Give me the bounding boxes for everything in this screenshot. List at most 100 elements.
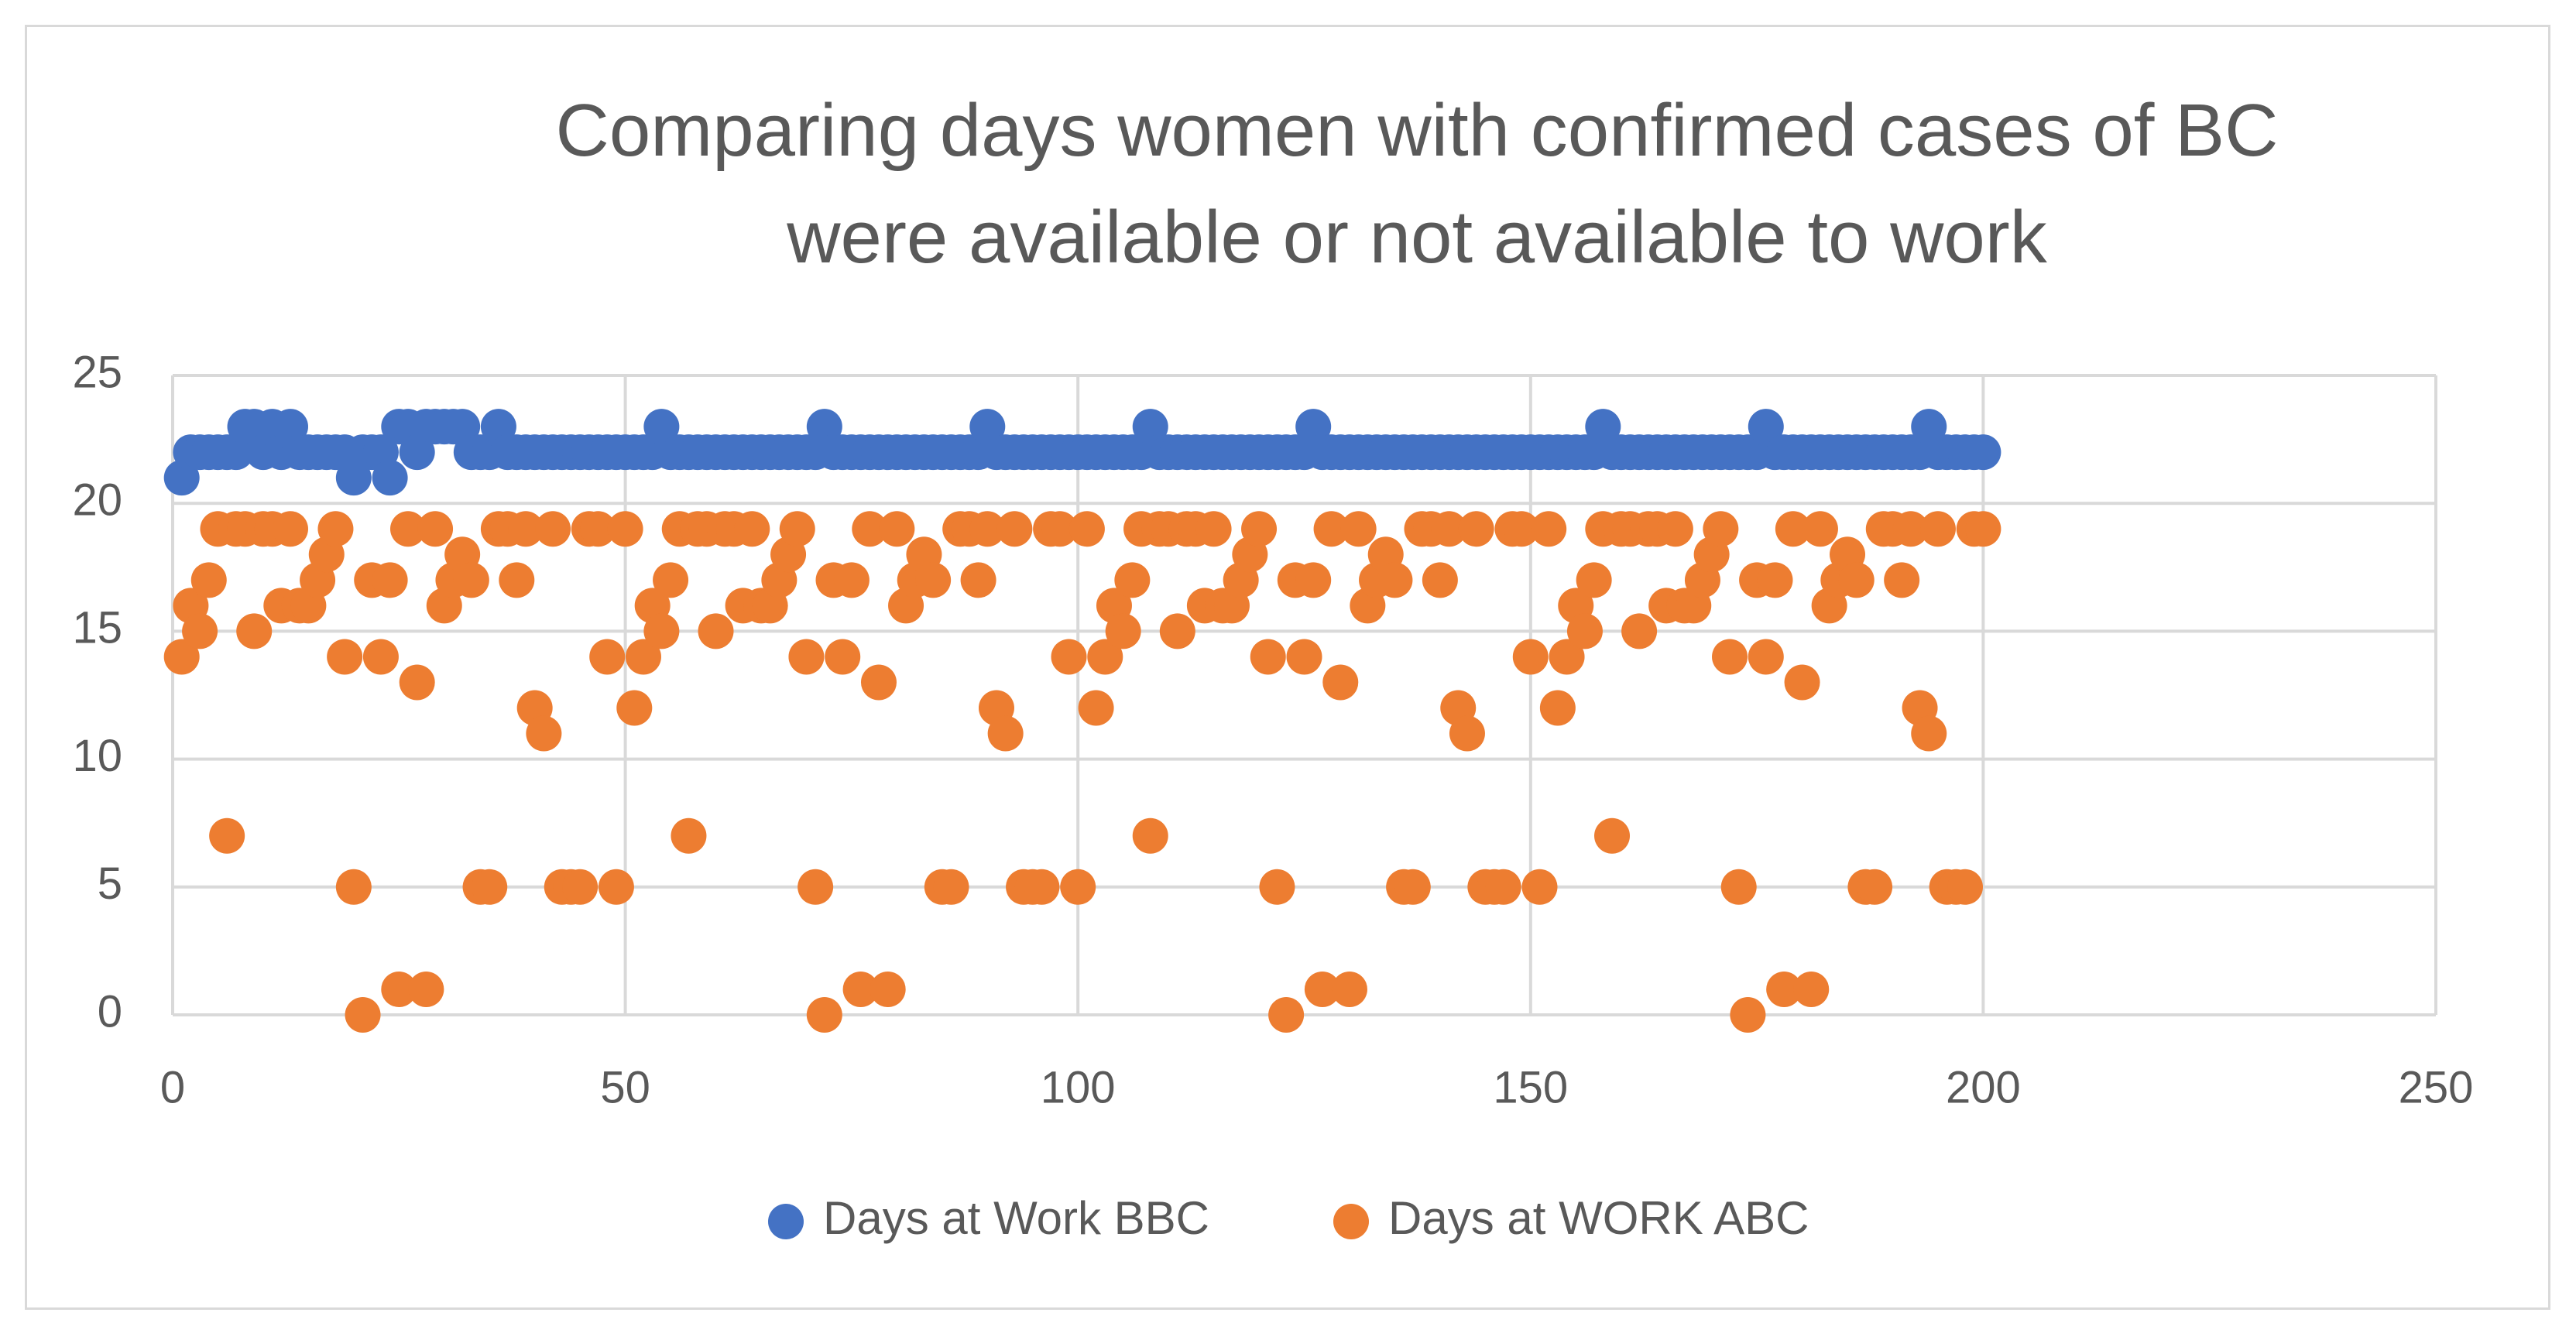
x-tick-label: 100 xyxy=(1041,1062,1116,1112)
data-point xyxy=(1041,511,1078,547)
data-point xyxy=(1621,613,1658,649)
data-point xyxy=(1304,971,1340,1007)
data-point xyxy=(1657,511,1693,547)
data-point xyxy=(734,511,770,547)
data-point xyxy=(616,690,653,726)
data-point xyxy=(625,639,661,675)
y-tick-label: 25 xyxy=(72,347,122,397)
data-point xyxy=(389,511,426,547)
legend-label: Days at WORK ABC xyxy=(1388,1192,1809,1244)
data-point xyxy=(1884,562,1920,598)
x-tick-label: 200 xyxy=(1946,1062,2021,1112)
data-point xyxy=(1965,511,2001,547)
data-point xyxy=(671,817,707,854)
data-point xyxy=(1286,639,1322,675)
y-tick-label: 15 xyxy=(72,603,122,653)
data-point xyxy=(327,639,363,675)
data-point xyxy=(915,562,952,598)
data-point xyxy=(272,511,308,547)
data-point xyxy=(580,511,616,547)
data-point xyxy=(1268,997,1305,1033)
data-point xyxy=(698,613,734,649)
data-point xyxy=(598,869,634,905)
data-point xyxy=(1947,869,1984,905)
y-tick-label: 5 xyxy=(98,858,122,909)
data-point xyxy=(1340,511,1377,547)
data-point xyxy=(535,511,571,547)
data-point xyxy=(453,562,489,598)
data-point xyxy=(996,511,1033,547)
data-point xyxy=(1775,511,1811,547)
data-point xyxy=(1159,613,1195,649)
data-point xyxy=(1793,971,1830,1007)
data-point xyxy=(1060,869,1096,905)
y-tick-label: 0 xyxy=(98,986,122,1037)
data-point xyxy=(1919,511,1956,547)
data-point xyxy=(1720,869,1757,905)
data-point xyxy=(969,511,1006,547)
data-point xyxy=(1965,434,2001,471)
y-tick-label: 10 xyxy=(72,731,122,781)
x-tick-label: 0 xyxy=(160,1062,185,1112)
data-point xyxy=(825,639,861,675)
data-point xyxy=(236,613,273,649)
data-point xyxy=(1195,511,1232,547)
data-point xyxy=(362,639,399,675)
data-point xyxy=(1114,562,1151,598)
data-point xyxy=(381,971,417,1007)
data-point xyxy=(499,562,535,598)
data-point xyxy=(190,562,227,598)
data-point xyxy=(1485,869,1521,905)
data-point xyxy=(1712,639,1748,675)
data-point xyxy=(1259,869,1295,905)
data-point xyxy=(1892,511,1929,547)
data-point xyxy=(653,562,689,598)
data-point xyxy=(1078,690,1114,726)
data-point xyxy=(1313,511,1350,547)
y-tick-label: 20 xyxy=(72,475,122,526)
data-point xyxy=(1051,639,1087,675)
data-point xyxy=(1087,639,1123,675)
chart-border xyxy=(25,25,2550,1310)
data-point xyxy=(1241,511,1278,547)
data-point xyxy=(1331,971,1367,1007)
x-tick-label: 50 xyxy=(600,1062,650,1112)
data-point xyxy=(1322,664,1359,701)
data-point xyxy=(797,869,834,905)
data-point xyxy=(1024,869,1060,905)
legend-marker xyxy=(1333,1204,1369,1239)
data-point xyxy=(1250,639,1286,675)
data-point xyxy=(779,511,815,547)
x-tick-label: 150 xyxy=(1493,1062,1568,1112)
data-point xyxy=(852,511,888,547)
data-point xyxy=(209,817,245,854)
data-point xyxy=(1521,869,1558,905)
data-point xyxy=(1422,562,1458,598)
data-point xyxy=(182,613,218,649)
data-point xyxy=(1857,869,1893,905)
data-point xyxy=(1802,511,1838,547)
data-point xyxy=(1748,639,1784,675)
data-point xyxy=(417,511,454,547)
data-point xyxy=(1594,817,1631,854)
data-point xyxy=(1068,511,1105,547)
data-point xyxy=(607,511,643,547)
data-point xyxy=(1512,639,1549,675)
data-point xyxy=(1458,511,1494,547)
data-point xyxy=(372,460,408,496)
data-point xyxy=(408,971,444,1007)
data-point xyxy=(1576,562,1612,598)
data-point xyxy=(643,613,680,649)
legend-label: Days at Work BBC xyxy=(823,1192,1209,1244)
data-point xyxy=(1911,715,1947,752)
data-point xyxy=(1431,511,1467,547)
data-point xyxy=(870,971,906,1007)
data-point xyxy=(879,511,915,547)
data-point xyxy=(526,715,562,752)
data-point xyxy=(788,639,825,675)
data-point xyxy=(1766,971,1803,1007)
data-point xyxy=(372,562,408,598)
data-point xyxy=(317,511,354,547)
data-point xyxy=(860,664,897,701)
